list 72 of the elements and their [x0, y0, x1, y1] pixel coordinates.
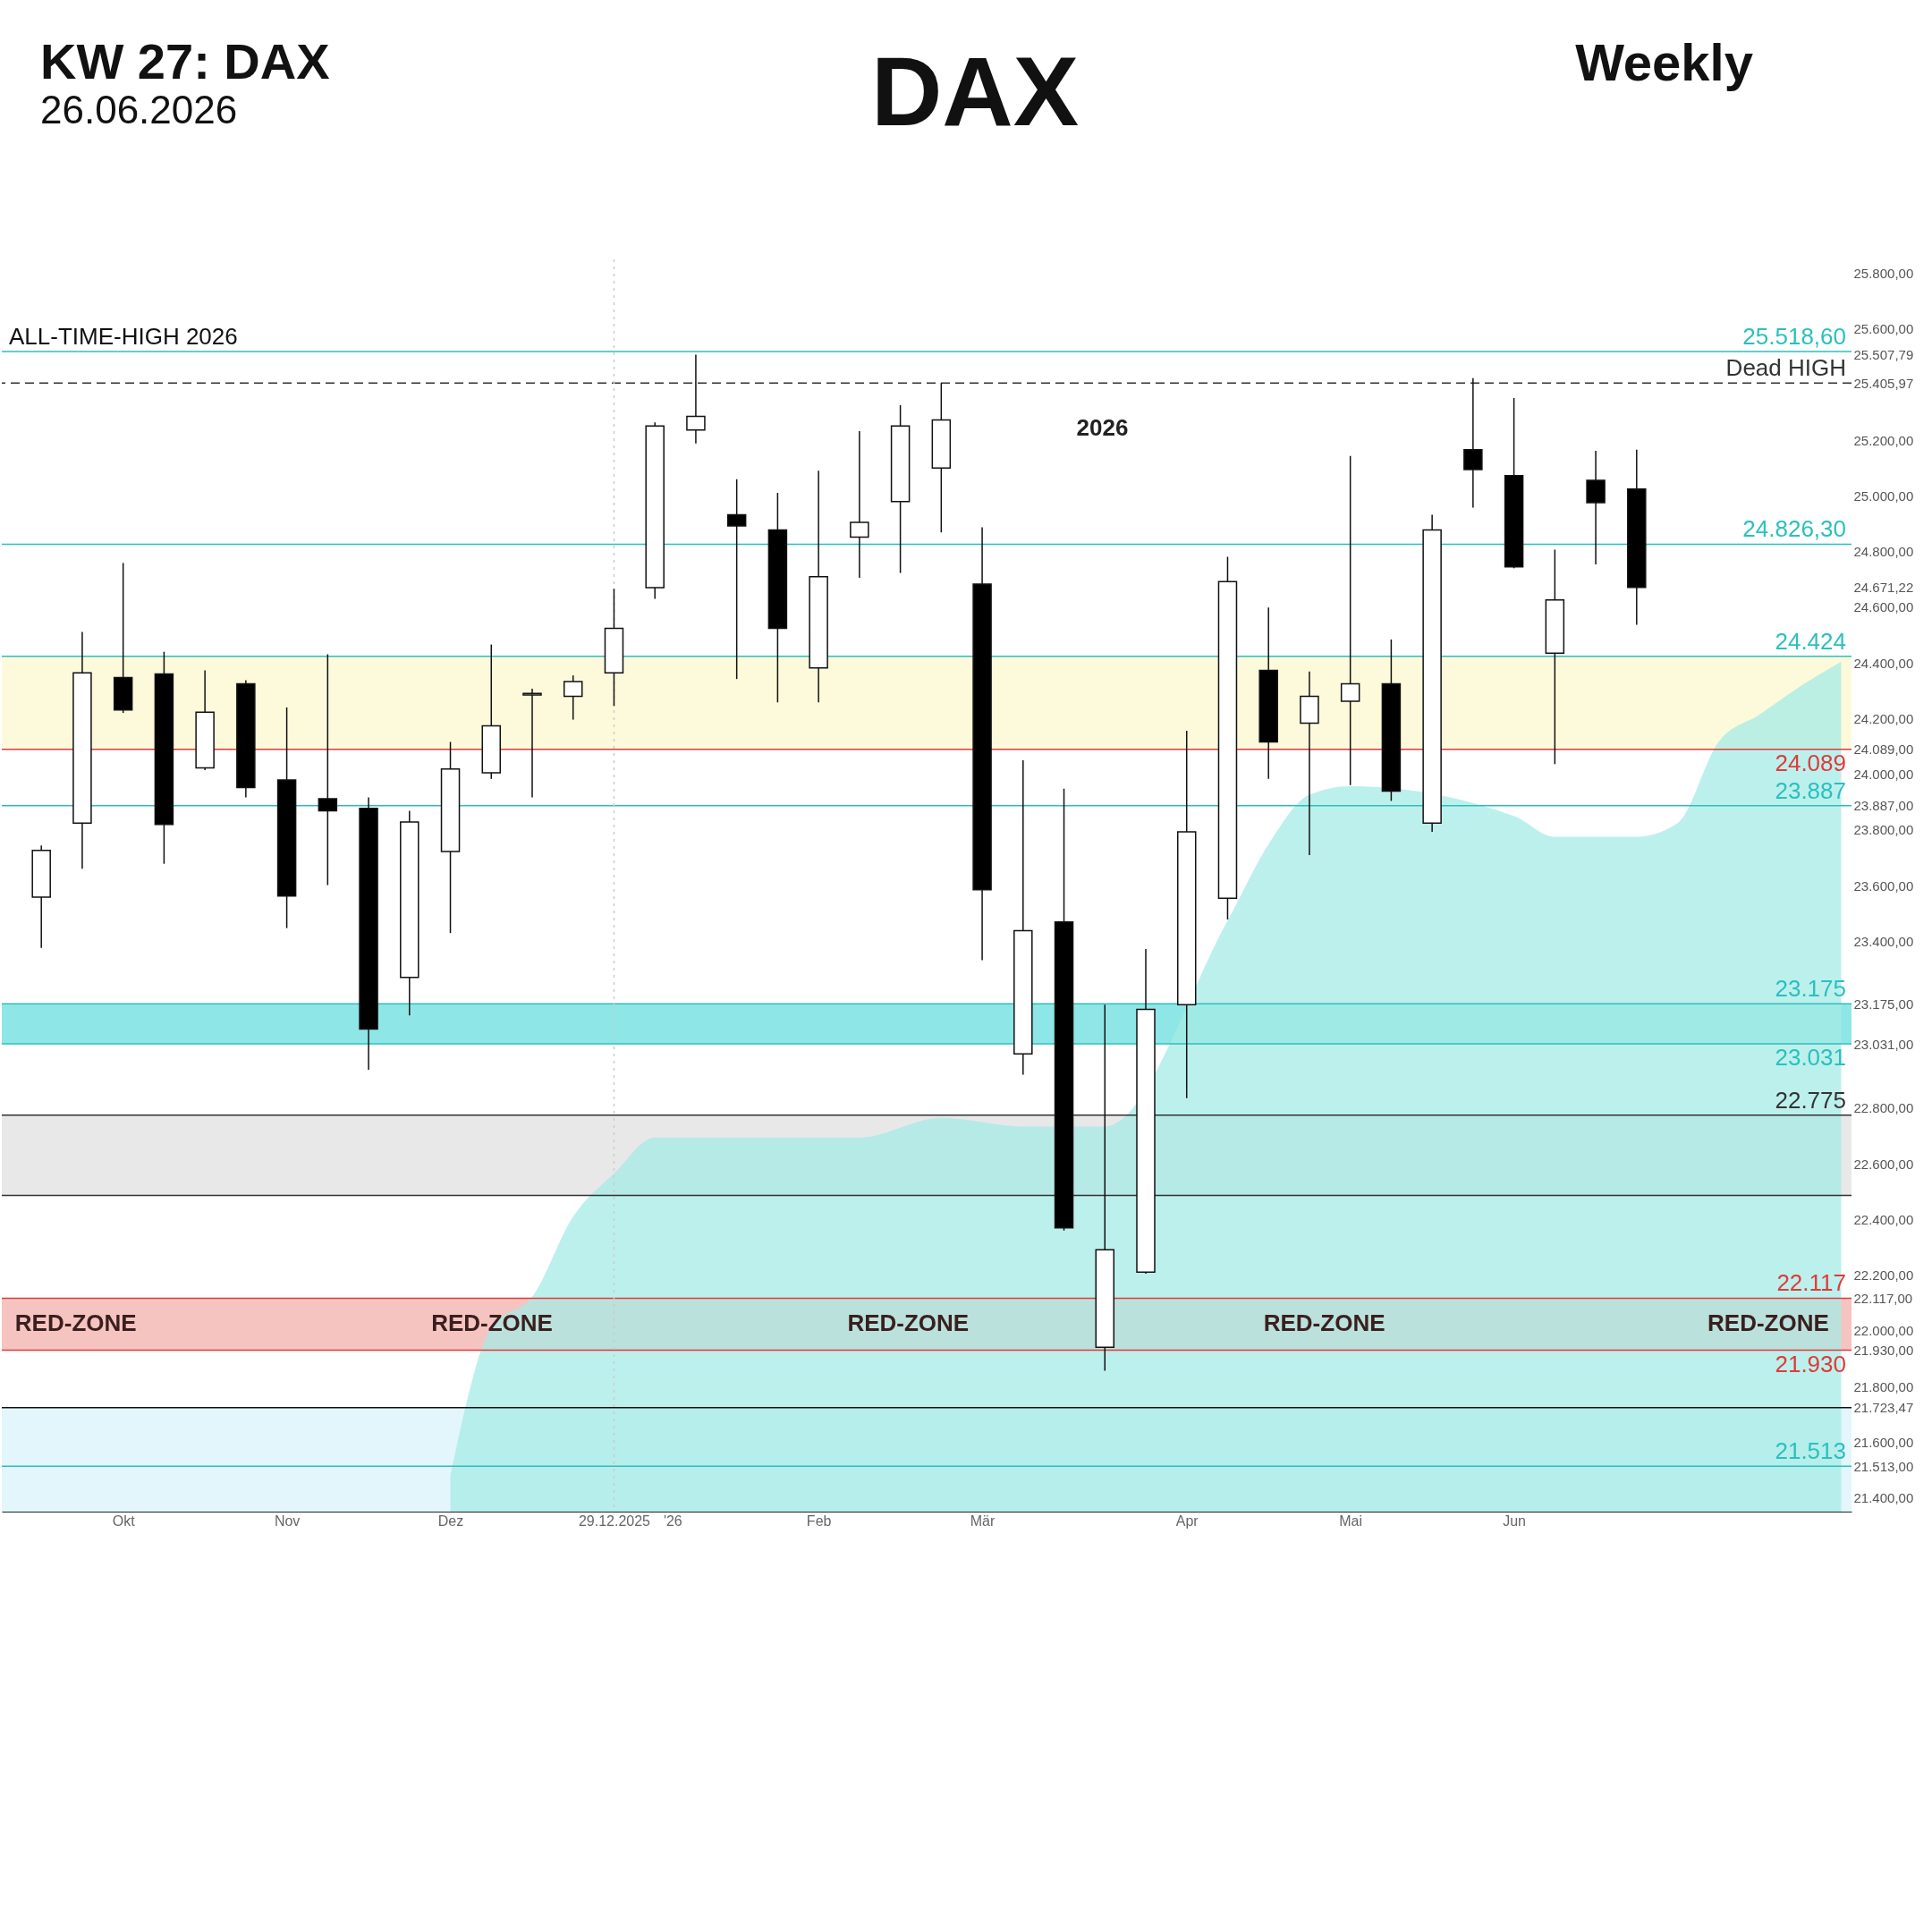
candlestick	[686, 353, 706, 445]
text: 26.06.2026	[40, 88, 238, 132]
candlestick	[318, 653, 338, 886]
y-tick-label: 22.000,00	[1853, 1323, 1914, 1339]
y-tick-label: 21.800,00	[1853, 1378, 1914, 1394]
y-tick-label: 23.175,00	[1853, 996, 1914, 1012]
x-tick-label: Jun	[1503, 1513, 1526, 1529]
y-tick-label: 24.671,22	[1853, 580, 1914, 596]
x-tick-label: Mai	[1339, 1513, 1363, 1529]
ref-line-label: 21.513	[1775, 1437, 1846, 1465]
ref-line-label: 24.826,30	[1742, 515, 1846, 543]
y-tick-label: 23.887,00	[1853, 798, 1914, 814]
y-tick-label: 25.507,79	[1853, 346, 1914, 362]
y-tick-label: 21.600,00	[1853, 1434, 1914, 1450]
ref-line-label: 23.175	[1775, 975, 1846, 1003]
y-tick-label: 25.000,00	[1853, 487, 1914, 504]
ref-line-label: 22.775	[1775, 1086, 1846, 1114]
text: RED-ZONE	[847, 1309, 970, 1337]
text: RED-ZONE	[1707, 1309, 1829, 1337]
y-tick-label: 23.800,00	[1853, 822, 1914, 838]
annotation: 2026	[1076, 414, 1129, 441]
y-tick-label: 24.400,00	[1853, 655, 1914, 671]
y-tick-label: 24.200,00	[1853, 710, 1914, 726]
y-tick-label: 25.600,00	[1853, 321, 1914, 337]
y-tick-label: 24.089,00	[1853, 741, 1914, 758]
text: Weekly	[1575, 32, 1753, 92]
y-tick-label: 23.400,00	[1853, 933, 1914, 949]
x-tick-label: 29.12.2025	[578, 1513, 651, 1529]
annotation: ALL-TIME-HIGH 2026	[9, 323, 238, 351]
y-tick-label: 25.405,97	[1853, 375, 1914, 391]
y-tick-label: 21.723,47	[1853, 1400, 1914, 1416]
ref-line-label: 23.887	[1775, 776, 1846, 804]
text: RED-ZONE	[431, 1309, 553, 1337]
x-tick-label: Okt	[112, 1513, 136, 1529]
candlestick	[1463, 377, 1483, 509]
x-tick-label: Nov	[274, 1513, 301, 1529]
text: KW 27: DAX	[40, 32, 330, 90]
y-tick-label: 23.600,00	[1853, 877, 1914, 894]
ref-line-label: 24.089	[1775, 749, 1846, 776]
y-tick-label: 21.513,00	[1853, 1458, 1914, 1474]
ref-line-label: 22.117	[1776, 1269, 1846, 1297]
y-tick-label: 22.800,00	[1853, 1100, 1914, 1116]
x-tick-label: Feb	[806, 1513, 832, 1529]
y-tick-label: 22.400,00	[1853, 1211, 1914, 1227]
candlestick	[522, 688, 542, 799]
y-tick-label: 25.800,00	[1853, 266, 1914, 282]
ref-line-label: Dead HIGH	[1725, 354, 1846, 382]
candlestick	[563, 674, 583, 721]
band-label: RED-ZONE	[14, 1309, 137, 1337]
ref-line-label: 21.930	[1775, 1350, 1846, 1377]
y-tick-label: 22.200,00	[1853, 1267, 1914, 1284]
candlestick	[850, 430, 869, 579]
ref-line-label: 25.518,60	[1742, 323, 1846, 351]
y-tick-label: 24.000,00	[1853, 767, 1914, 783]
ref-line-label: 24.424	[1775, 627, 1846, 655]
x-tick-label: Mär	[970, 1513, 996, 1529]
x-tick-label: Apr	[1175, 1513, 1199, 1529]
chart-title: DAX	[870, 36, 1080, 146]
y-tick-label: 23.031,00	[1853, 1036, 1914, 1052]
y-tick-label: 21.400,00	[1853, 1489, 1914, 1505]
candlestick	[726, 479, 747, 680]
ref-line-label: 23.031	[1775, 1044, 1846, 1072]
x-tick-label: Dez	[437, 1513, 464, 1529]
candlestick	[1340, 454, 1360, 786]
y-tick-label: 22.117,00	[1853, 1290, 1913, 1306]
y-tick-label: 25.200,00	[1853, 432, 1914, 448]
y-tick-label: 24.800,00	[1853, 544, 1914, 560]
text: RED-ZONE	[1263, 1309, 1385, 1337]
y-tick-label: 21.930,00	[1853, 1343, 1914, 1359]
x-tick-label: '26	[663, 1513, 682, 1529]
y-tick-label: 22.600,00	[1853, 1156, 1914, 1172]
y-tick-label: 24.600,00	[1853, 599, 1914, 615]
